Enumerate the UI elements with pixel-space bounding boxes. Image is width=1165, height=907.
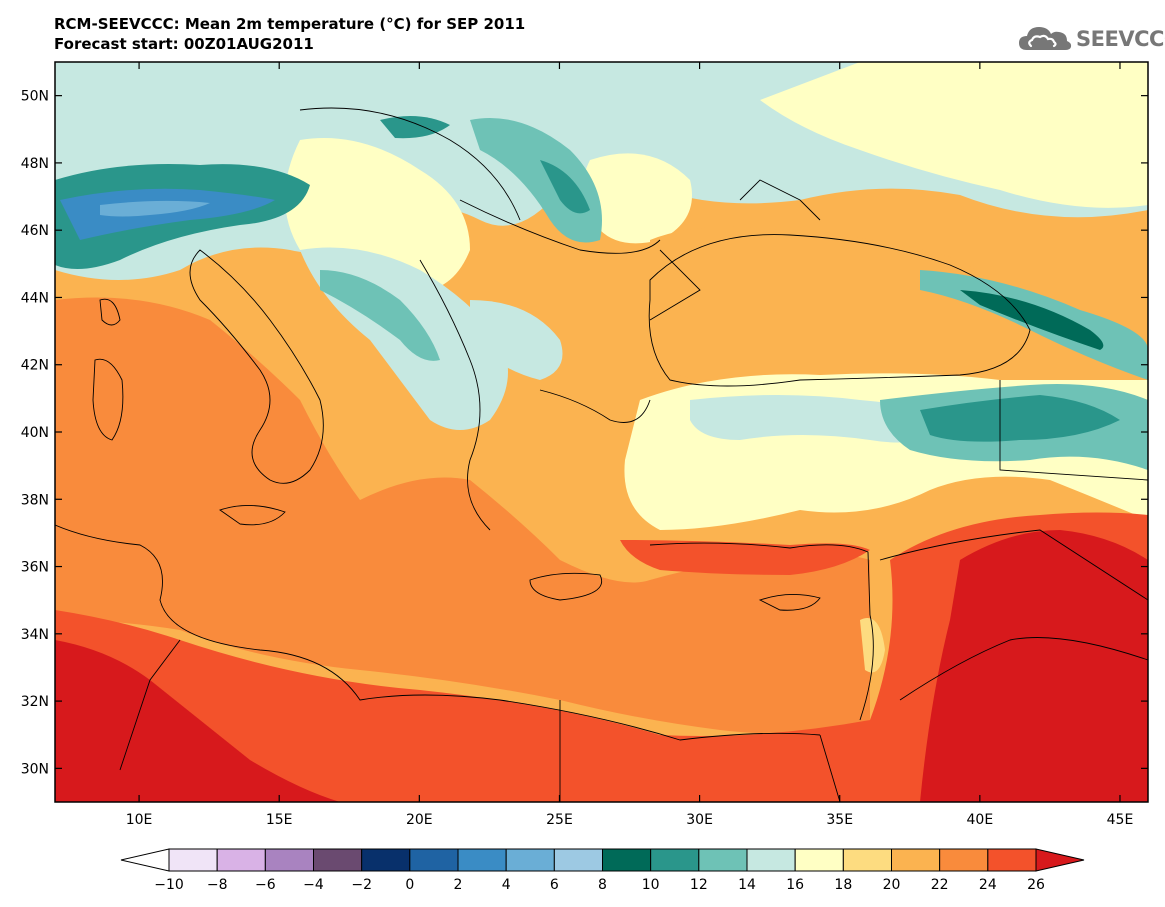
lon-label: 15E (266, 812, 293, 828)
lat-label: 40N (21, 425, 49, 441)
colorbar-swatch (216, 848, 266, 872)
colorbar-swatch (746, 848, 796, 872)
colorbar-label: −4 (303, 877, 324, 893)
colorbar-swatch (650, 848, 700, 872)
colorbar-label: 6 (550, 877, 559, 893)
colorbar-label: 24 (979, 877, 997, 893)
colorbar-swatch (842, 848, 892, 872)
lat-label: 30N (21, 761, 49, 777)
map-title: RCM-SEEVCCC: Mean 2m temperature (°C) fo… (54, 14, 525, 54)
seevccc-logo: SEEVCCC (1017, 22, 1165, 56)
colorbar-label: 14 (738, 877, 756, 893)
colorbar-swatch (794, 848, 844, 872)
lon-label: 40E (967, 812, 994, 828)
colorbar-swatch (505, 848, 555, 872)
colorbar-label: −6 (255, 877, 276, 893)
lon-label: 45E (1107, 812, 1134, 828)
colorbar-swatch (939, 848, 989, 872)
lat-label: 36N (21, 560, 49, 576)
lat-label: 50N (21, 89, 49, 105)
colorbar-swatch (361, 848, 411, 872)
colorbar-label: 22 (931, 877, 949, 893)
lat-label: 42N (21, 358, 49, 374)
colorbar: −10 −8 −6 −4 −2 0 2 4 6 8 10 12 14 16 18 20 22 24 26 (120, 848, 1085, 893)
colorbar-label: 0 (405, 877, 414, 893)
colorbar-label: 10 (642, 877, 660, 893)
colorbar-swatch (602, 848, 652, 872)
colorbar-label: −2 (351, 877, 372, 893)
lon-label: 35E (826, 812, 853, 828)
title-line-2: Forecast start: 00Z01AUG2011 (54, 35, 314, 53)
colorbar-label: 8 (598, 877, 607, 893)
lat-label: 38N (21, 492, 49, 508)
lat-label: 32N (21, 694, 49, 710)
colorbar-swatch (168, 848, 218, 872)
lon-label: 20E (406, 812, 433, 828)
lon-label: 25E (546, 812, 573, 828)
longitude-axis: 10E 15E 20E 25E 30E 35E 40E 45E (126, 62, 1134, 828)
lat-label: 46N (21, 223, 49, 239)
colorbar-label: 4 (502, 877, 511, 893)
logo-text: SEEVCCC (1076, 27, 1165, 51)
colorbar-label: 18 (834, 877, 852, 893)
colorbar-swatch (313, 848, 363, 872)
colorbar-label: −10 (154, 877, 184, 893)
colorbar-swatch (698, 848, 748, 872)
cloud-icon (1019, 27, 1072, 50)
colorbar-high-triangle (1035, 848, 1085, 872)
latitude-axis: 50N 48N 46N 44N 42N 40N 38N 36N 34N 32N 30N (21, 89, 1148, 777)
colorbar-label: 26 (1027, 877, 1045, 893)
country-borders (55, 107, 1148, 802)
lat-label: 34N (21, 627, 49, 643)
colorbar-label: −8 (207, 877, 228, 893)
colorbar-swatch (891, 848, 941, 872)
colorbar-low-triangle (120, 848, 170, 872)
title-line-1: RCM-SEEVCCC: Mean 2m temperature (°C) fo… (54, 15, 526, 33)
lat-label: 44N (21, 290, 49, 306)
lat-label: 48N (21, 156, 49, 172)
colorbar-swatch (409, 848, 459, 872)
colorbar-label: 12 (690, 877, 708, 893)
temperature-field (55, 62, 1148, 802)
colorbar-label: 2 (454, 877, 463, 893)
lon-label: 10E (126, 812, 153, 828)
colorbar-swatch (987, 848, 1037, 872)
colorbar-label: 20 (883, 877, 901, 893)
colorbar-swatch (457, 848, 507, 872)
colorbar-swatch (553, 848, 603, 872)
lon-label: 30E (686, 812, 713, 828)
colorbar-label: 16 (786, 877, 804, 893)
colorbar-swatch (264, 848, 315, 872)
